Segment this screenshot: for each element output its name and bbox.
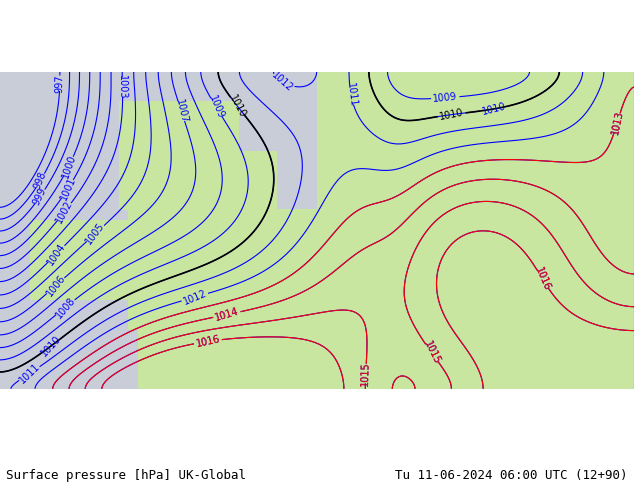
Text: 1015: 1015 (360, 361, 371, 386)
Text: 1008: 1008 (53, 295, 77, 320)
Text: Surface pressure [hPa] UK-Global: Surface pressure [hPa] UK-Global (6, 469, 247, 482)
Text: 1016: 1016 (533, 266, 552, 293)
Text: 1012: 1012 (181, 288, 208, 306)
Text: Tu 11-06-2024 06:00 UTC (12+90): Tu 11-06-2024 06:00 UTC (12+90) (395, 469, 628, 482)
Text: 1016: 1016 (533, 266, 552, 293)
Text: 1015: 1015 (360, 361, 371, 386)
Text: 1012: 1012 (269, 70, 295, 94)
Text: 1001: 1001 (58, 176, 77, 202)
Text: 1013: 1013 (610, 110, 624, 136)
Text: 1016: 1016 (195, 334, 221, 349)
Text: 1009: 1009 (207, 94, 226, 121)
Text: 1005: 1005 (84, 220, 107, 246)
Text: 1015: 1015 (422, 340, 442, 367)
Text: 1010: 1010 (39, 334, 63, 359)
Text: 1016: 1016 (195, 334, 221, 349)
Text: 1010: 1010 (227, 93, 248, 120)
Text: 1011: 1011 (17, 362, 42, 386)
Text: 1007: 1007 (174, 98, 189, 124)
Text: 1011: 1011 (344, 82, 358, 107)
Text: 998: 998 (32, 171, 48, 191)
Text: 1014: 1014 (214, 306, 240, 323)
Text: 1002: 1002 (54, 198, 75, 225)
Text: 1010: 1010 (481, 101, 507, 117)
Text: 999: 999 (32, 186, 49, 207)
Text: 1010: 1010 (439, 107, 465, 122)
Text: 1004: 1004 (46, 241, 67, 267)
Text: 1000: 1000 (60, 153, 77, 179)
Text: 1009: 1009 (432, 92, 458, 104)
Text: 1014: 1014 (214, 306, 240, 323)
Text: 1006: 1006 (44, 273, 67, 298)
Text: 997: 997 (55, 74, 65, 93)
Text: 1015: 1015 (422, 340, 442, 367)
Text: 1013: 1013 (610, 110, 624, 136)
Text: 1003: 1003 (117, 75, 127, 99)
